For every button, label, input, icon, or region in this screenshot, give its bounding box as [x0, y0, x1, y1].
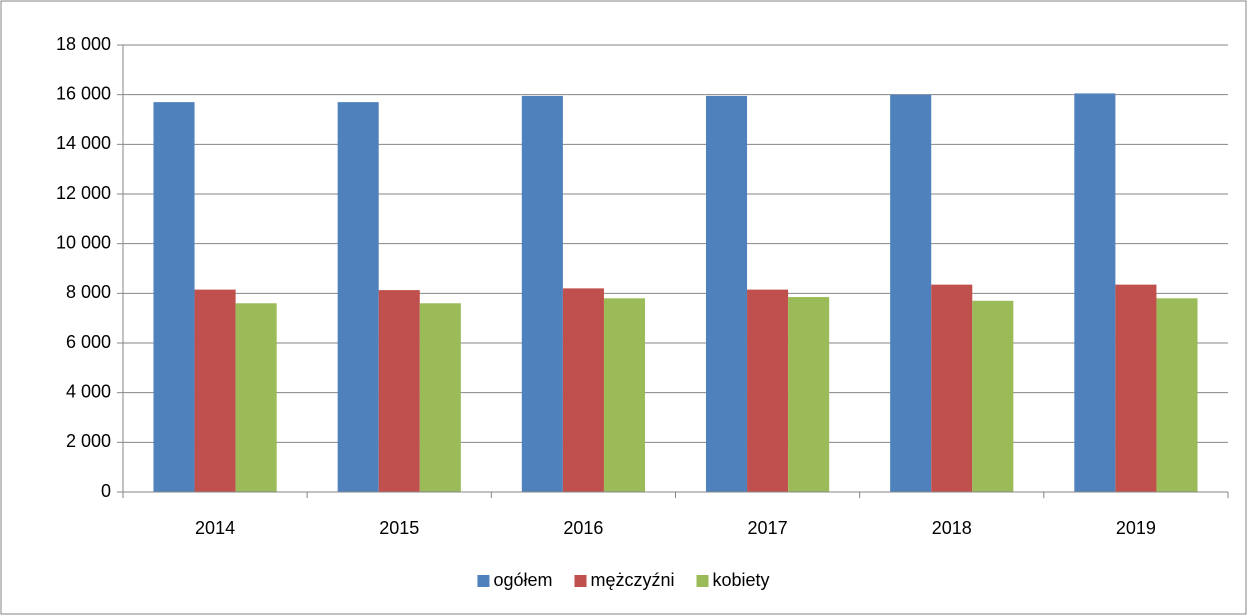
y-tick-label: 16 000: [56, 83, 111, 103]
x-tick-label: 2015: [379, 518, 419, 538]
bar: [378, 290, 420, 492]
y-tick-label: 10 000: [56, 232, 111, 252]
x-tick-label: 2014: [195, 518, 235, 538]
y-tick-label: 6 000: [66, 332, 111, 352]
y-tick-label: 8 000: [66, 282, 111, 302]
bar: [972, 300, 1014, 492]
bar: [235, 303, 277, 492]
bar: [705, 95, 748, 493]
bar: [603, 298, 646, 492]
y-tick-label: 14 000: [56, 133, 111, 153]
bar: [521, 95, 563, 493]
bar: [419, 303, 461, 492]
bar: [747, 289, 789, 492]
y-tick-label: 2 000: [66, 431, 111, 451]
bar: [1156, 298, 1198, 492]
bar: [194, 289, 236, 492]
legend-label: mężczyźni: [590, 570, 674, 590]
bar: [153, 102, 195, 492]
legend-swatch: [574, 575, 587, 587]
legend-label: ogółem: [493, 570, 552, 590]
legend-label: kobiety: [713, 570, 770, 590]
y-tick-label: 4 000: [66, 381, 111, 401]
bar: [931, 284, 973, 492]
y-tick-label: 18 000: [56, 34, 111, 54]
bar: [890, 94, 932, 493]
bar: [1115, 284, 1157, 492]
x-tick-label: 2018: [932, 518, 972, 538]
bar: [1074, 93, 1116, 493]
legend-swatch: [696, 575, 709, 587]
y-tick-label: 0: [101, 481, 111, 501]
y-tick-label: 12 000: [56, 183, 111, 203]
x-tick-label: 2017: [748, 518, 788, 538]
bar: [562, 288, 604, 492]
legend-swatch: [477, 575, 490, 587]
x-tick-label: 2016: [563, 518, 603, 538]
x-tick-label: 2019: [1116, 518, 1156, 538]
bar: [337, 102, 379, 492]
bar: [788, 297, 830, 492]
